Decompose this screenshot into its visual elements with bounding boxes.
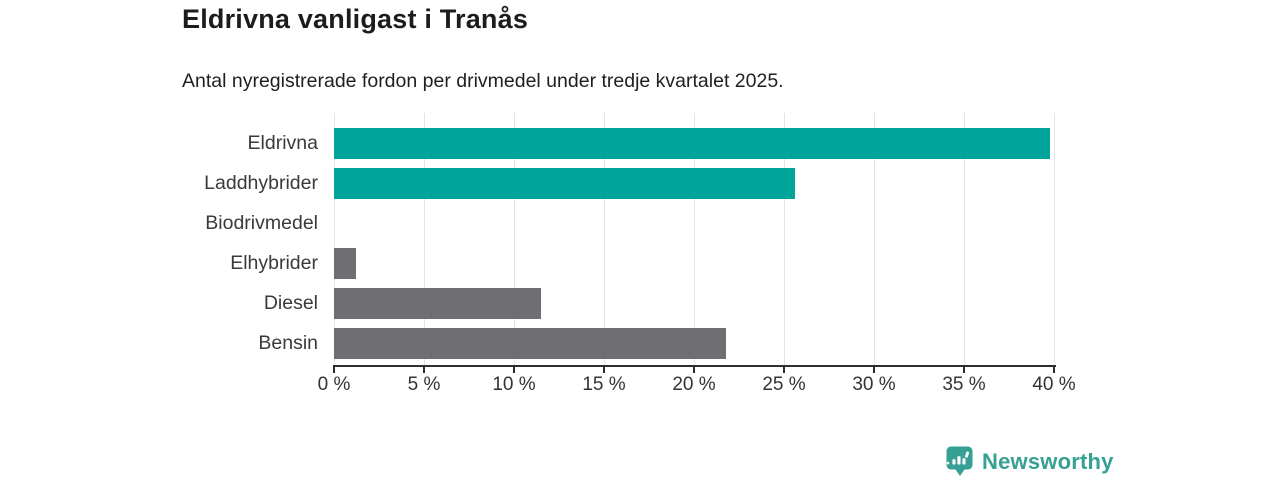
plot-area bbox=[333, 113, 1055, 365]
gridline-5pct bbox=[423, 113, 425, 365]
bar-elhybrider bbox=[334, 247, 356, 279]
category-label-elhybrider: Elhybrider bbox=[230, 252, 318, 274]
gridline-0pct bbox=[333, 113, 335, 365]
category-label-eldrivna: Eldrivna bbox=[247, 132, 318, 154]
gridline-20pct bbox=[693, 113, 695, 365]
tick-label-4: 20 % bbox=[672, 374, 716, 395]
axis-tick-2 bbox=[513, 365, 515, 373]
axis-tick-7 bbox=[963, 365, 965, 373]
bar-eldrivna bbox=[334, 127, 1051, 159]
axis-tick-6 bbox=[873, 365, 875, 373]
axis-tick-1 bbox=[423, 365, 425, 373]
bar-bensin bbox=[334, 327, 727, 359]
brand-footer: Newsworthy bbox=[946, 446, 1114, 477]
tick-label-8: 40 % bbox=[1032, 374, 1076, 395]
newsworthy-logo-icon bbox=[946, 446, 974, 477]
axis-tick-3 bbox=[603, 365, 605, 373]
chart-title: Eldrivna vanligast i Tranås bbox=[182, 4, 529, 34]
axis-tick-0 bbox=[333, 365, 335, 373]
gridline-15pct bbox=[603, 113, 605, 365]
gridline-40pct bbox=[1053, 113, 1055, 365]
category-label-bensin: Bensin bbox=[258, 332, 318, 354]
chart-subtitle: Antal nyregistrerade fordon per drivmede… bbox=[182, 70, 784, 92]
axis-tick-4 bbox=[693, 365, 695, 373]
tick-label-2: 10 % bbox=[492, 374, 536, 395]
tick-label-1: 5 % bbox=[407, 374, 441, 395]
bar-diesel bbox=[334, 287, 541, 319]
category-label-biodrivmedel: Biodrivmedel bbox=[205, 212, 318, 234]
gridline-10pct bbox=[513, 113, 515, 365]
axis-tick-5 bbox=[783, 365, 785, 373]
tick-label-5: 25 % bbox=[762, 374, 806, 395]
gridline-35pct bbox=[963, 113, 965, 365]
axis-tick-8 bbox=[1053, 365, 1055, 373]
category-labels: Eldrivna Laddhybrider Biodrivmedel Elhybrid… bbox=[0, 0, 318, 480]
tick-label-6: 30 % bbox=[852, 374, 896, 395]
gridline-30pct bbox=[873, 113, 875, 365]
tick-label-3: 15 % bbox=[582, 374, 626, 395]
category-label-diesel: Diesel bbox=[263, 292, 318, 314]
category-label-laddhybrider: Laddhybrider bbox=[204, 172, 318, 194]
tick-label-0: 0 % bbox=[317, 374, 351, 395]
bar-laddhybrider bbox=[334, 167, 795, 199]
brand-name: Newsworthy bbox=[982, 448, 1114, 474]
tick-label-7: 35 % bbox=[942, 374, 986, 395]
gridline-25pct bbox=[783, 113, 785, 365]
